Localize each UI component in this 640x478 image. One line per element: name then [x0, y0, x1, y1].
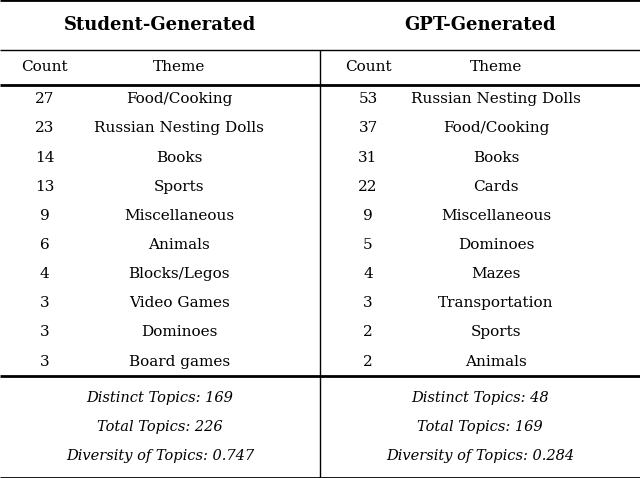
- Text: 53: 53: [358, 92, 378, 106]
- Text: Russian Nesting Dolls: Russian Nesting Dolls: [94, 121, 264, 135]
- Text: 22: 22: [358, 180, 378, 194]
- Text: 2: 2: [363, 326, 373, 339]
- Text: Blocks/Legos: Blocks/Legos: [129, 267, 230, 281]
- Text: 2: 2: [363, 355, 373, 369]
- Text: Dominoes: Dominoes: [458, 238, 534, 252]
- Text: Diversity of Topics: 0.284: Diversity of Topics: 0.284: [386, 449, 574, 463]
- Text: Books: Books: [473, 151, 519, 164]
- Text: 3: 3: [40, 355, 50, 369]
- Text: 31: 31: [358, 151, 378, 164]
- Text: Books: Books: [156, 151, 202, 164]
- Text: Student-Generated: Student-Generated: [64, 16, 256, 34]
- Text: Theme: Theme: [470, 60, 522, 75]
- Text: Food/Cooking: Food/Cooking: [443, 121, 549, 135]
- Text: 3: 3: [40, 296, 50, 310]
- Text: Cards: Cards: [473, 180, 519, 194]
- Text: Total Topics: 226: Total Topics: 226: [97, 420, 223, 434]
- Text: Distinct Topics: 48: Distinct Topics: 48: [411, 391, 549, 405]
- Text: 4: 4: [363, 267, 373, 281]
- Text: Distinct Topics: 169: Distinct Topics: 169: [86, 391, 234, 405]
- Text: 14: 14: [35, 151, 54, 164]
- Text: 13: 13: [35, 180, 54, 194]
- Text: Count: Count: [345, 60, 391, 75]
- Text: GPT-Generated: GPT-Generated: [404, 16, 556, 34]
- Text: Dominoes: Dominoes: [141, 326, 218, 339]
- Text: Mazes: Mazes: [471, 267, 521, 281]
- Text: Food/Cooking: Food/Cooking: [126, 92, 232, 106]
- Text: 4: 4: [40, 267, 50, 281]
- Text: 3: 3: [40, 326, 50, 339]
- Text: 5: 5: [363, 238, 373, 252]
- Text: 37: 37: [358, 121, 378, 135]
- Text: Theme: Theme: [153, 60, 205, 75]
- Text: 23: 23: [35, 121, 54, 135]
- Text: 6: 6: [40, 238, 50, 252]
- Text: 9: 9: [363, 209, 373, 223]
- Text: Diversity of Topics: 0.747: Diversity of Topics: 0.747: [66, 449, 254, 463]
- Text: Count: Count: [22, 60, 68, 75]
- Text: Sports: Sports: [154, 180, 204, 194]
- Text: Miscellaneous: Miscellaneous: [441, 209, 551, 223]
- Text: 3: 3: [363, 296, 373, 310]
- Text: 9: 9: [40, 209, 50, 223]
- Text: Total Topics: 169: Total Topics: 169: [417, 420, 543, 434]
- Text: Russian Nesting Dolls: Russian Nesting Dolls: [411, 92, 581, 106]
- Text: Animals: Animals: [148, 238, 210, 252]
- Text: Video Games: Video Games: [129, 296, 230, 310]
- Text: Board games: Board games: [129, 355, 230, 369]
- Text: Miscellaneous: Miscellaneous: [124, 209, 234, 223]
- Text: 27: 27: [35, 92, 54, 106]
- Text: Sports: Sports: [471, 326, 521, 339]
- Text: Transportation: Transportation: [438, 296, 554, 310]
- Text: Animals: Animals: [465, 355, 527, 369]
